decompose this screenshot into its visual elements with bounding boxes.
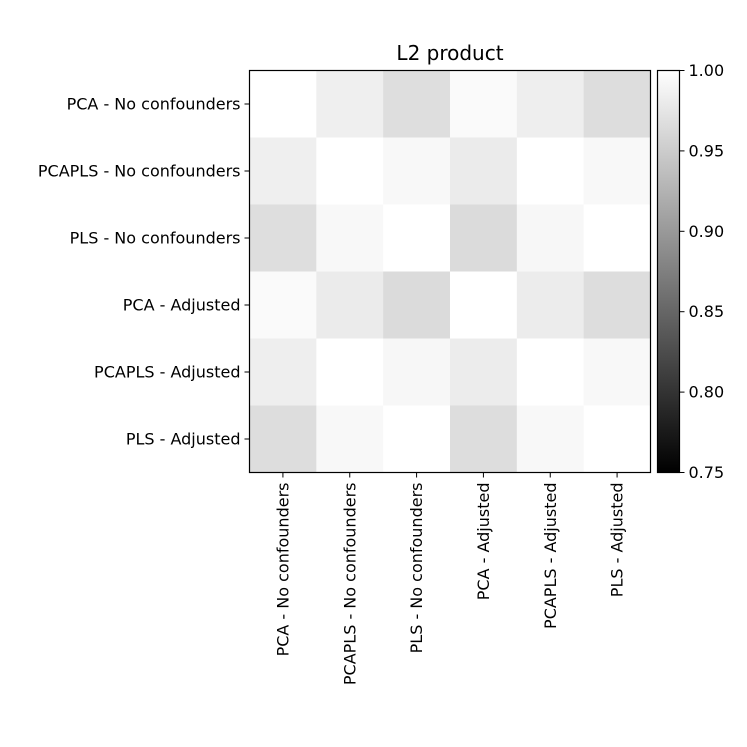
- heatmap-cell: [316, 338, 384, 406]
- heatmap-cell: [249, 338, 317, 406]
- heatmap-frame: [248, 69, 652, 474]
- heatmap-cell: [383, 70, 451, 138]
- heatmap-cell: [316, 137, 384, 205]
- heatmap-cell: [249, 204, 317, 272]
- chart-title: L2 product: [396, 41, 503, 65]
- heatmap-cell: [383, 271, 451, 339]
- heatmap-cell: [316, 271, 384, 339]
- colorbar-tick-label: 0.85: [689, 302, 725, 321]
- heatmap-cell: [450, 70, 518, 138]
- heatmap-cell: [450, 204, 518, 272]
- heatmap-cell: [516, 338, 585, 406]
- heatmap-cell: [383, 338, 451, 406]
- column-tick-label: PCAPLS - No confounders: [340, 483, 359, 686]
- colorbar-ticks: 0.75 0.80 0.85 0.90 0.95 1.00: [679, 61, 725, 482]
- heatmap-cell: [316, 70, 384, 138]
- heatmap-cell: [450, 137, 518, 205]
- heatmap-cell: [249, 271, 317, 339]
- heatmap-cell: [249, 405, 317, 473]
- heatmap-cell: [516, 70, 585, 138]
- heatmap-cell: [383, 137, 451, 205]
- row-tick-label: PCA - Adjusted: [123, 296, 241, 315]
- heatmap-cell: [516, 405, 585, 473]
- colorbar-tick-label: 0.90: [689, 222, 725, 241]
- heatmap-cell: [249, 137, 317, 205]
- heatmap-cell: [516, 271, 585, 339]
- heatmap-cell: [516, 137, 585, 205]
- row-labels: PCA - No confounders PCAPLS - No confound…: [38, 95, 250, 449]
- heatmap-cell: [450, 338, 518, 406]
- column-tick-label: PLS - No confounders: [407, 483, 426, 654]
- row-tick-label: PLS - Adjusted: [126, 430, 241, 449]
- colorbar-tick-label: 0.95: [689, 141, 725, 160]
- heatmap-cell: [316, 405, 384, 473]
- heatmap-cell: [450, 405, 518, 473]
- colorbar-tick-label: 0.80: [689, 383, 725, 402]
- heatmap-cell: [383, 405, 451, 473]
- column-tick-label: PCA - Adjusted: [474, 482, 493, 600]
- heatmap-cell: [583, 338, 651, 406]
- column-tick-label: PCAPLS - Adjusted: [541, 483, 560, 629]
- row-tick-label: PCA - No confounders: [67, 95, 241, 114]
- column-tick-label: PCA - No confounders: [273, 483, 292, 657]
- heatmap-cell: [583, 271, 651, 339]
- heatmap-cell: [316, 204, 384, 272]
- heatmap-cell: [383, 204, 451, 272]
- column-tick-label: PLS - Adjusted: [608, 483, 627, 598]
- heatmap-cell: [583, 204, 651, 272]
- heatmap-cell: [583, 70, 651, 138]
- colorbar-tick-label: 0.75: [689, 463, 725, 482]
- colorbar: [656, 69, 681, 474]
- heatmap-cells: [249, 70, 651, 473]
- heatmap-cell: [583, 405, 651, 473]
- row-tick-label: PCAPLS - No confounders: [38, 162, 241, 181]
- colorbar-tick-label: 1.00: [689, 61, 725, 80]
- heatmap-cell: [450, 271, 518, 339]
- heatmap-cell: [249, 70, 317, 138]
- heatmap-cell: [516, 204, 585, 272]
- row-tick-label: PCAPLS - Adjusted: [94, 363, 240, 382]
- column-labels: PCA - No confounders PCAPLS - No confound…: [273, 472, 627, 686]
- heatmap-cell: [583, 137, 651, 205]
- row-tick-label: PLS - No confounders: [70, 229, 241, 248]
